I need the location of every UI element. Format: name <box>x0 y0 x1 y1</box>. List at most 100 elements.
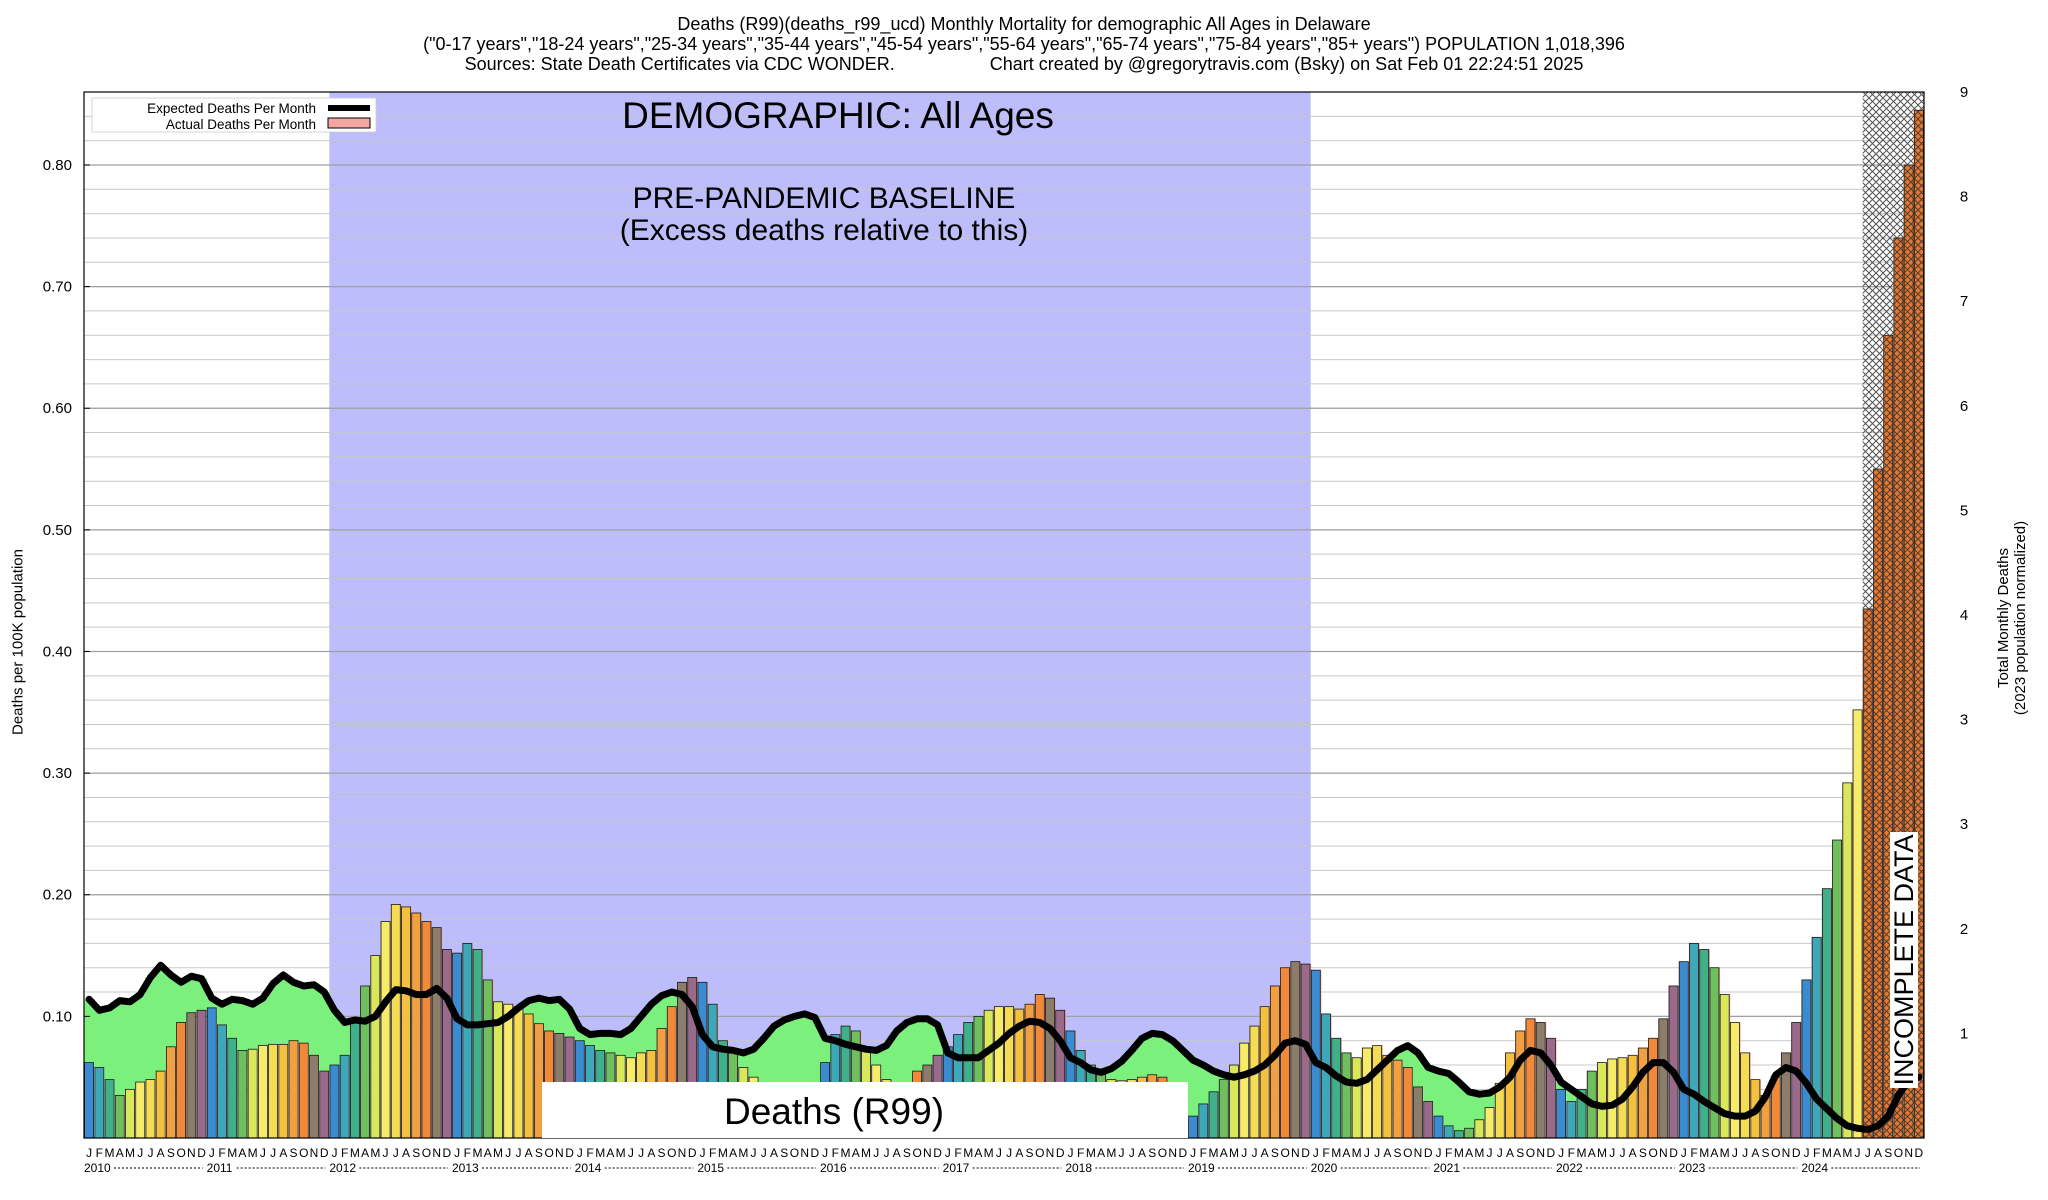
deficit-band <box>329 1010 341 1066</box>
bar-2010-04 <box>114 1095 125 1139</box>
baseline-label-line2: (Excess deaths relative to this) <box>620 214 1029 247</box>
x-tick-month-label: J <box>577 1146 583 1160</box>
x-tick-month-label: J <box>331 1146 337 1160</box>
x-tick-month-label: D <box>565 1146 574 1160</box>
deficit-band <box>881 1045 893 1080</box>
x-tick-month-label: M <box>473 1146 483 1160</box>
bar-2024-06 <box>1852 709 1863 1139</box>
x-tick-year-label: 2019 <box>1188 1161 1215 1175</box>
x-tick-month-label: J <box>260 1146 266 1160</box>
x-tick-month-label: J <box>873 1146 879 1160</box>
bar-2024-02 <box>1811 936 1822 1139</box>
x-tick-month-label: J <box>699 1146 705 1160</box>
deficit-band <box>820 1038 831 1063</box>
x-tick-month-label: D <box>688 1146 697 1160</box>
bar-2019-03 <box>1208 1091 1219 1139</box>
deficit-band <box>319 992 330 1072</box>
deficit-band <box>636 1016 647 1053</box>
deficit-band <box>1412 1052 1424 1087</box>
deficit-band <box>186 976 197 1013</box>
deficit-band <box>656 995 668 1029</box>
deficit-band <box>554 999 565 1034</box>
x-tick-month-label: N <box>1904 1146 1913 1160</box>
x-tick-month-label: A <box>1342 1146 1350 1160</box>
bar-2011-09 <box>288 1040 299 1139</box>
deficit-band <box>1402 1045 1414 1068</box>
deficit-band <box>135 994 146 1083</box>
bar-2024-01 <box>1801 979 1812 1139</box>
x-tick-month-label: A <box>1015 1146 1023 1160</box>
bar-2010-10 <box>176 1022 187 1139</box>
bar-2011-02 <box>217 1024 227 1139</box>
legend-swatch-actual <box>327 117 371 129</box>
bar-2022-11 <box>1658 1018 1669 1139</box>
bar-2010-01 <box>84 1062 95 1139</box>
bar-2010-05 <box>125 1088 135 1139</box>
x-tick-month-label: A <box>647 1146 655 1160</box>
deficit-band <box>533 998 545 1024</box>
y-tick-label-right: 2 <box>1960 921 1968 938</box>
bar-2020-12 <box>1423 1101 1434 1139</box>
x-tick-month-label: F <box>1200 1146 1207 1160</box>
x-tick-month-label: M <box>1577 1146 1587 1160</box>
deficit-band <box>1208 1071 1220 1092</box>
x-tick-year-label: 2011 <box>207 1161 233 1175</box>
x-tick-month-label: M <box>841 1146 851 1160</box>
x-tick-month-label: O <box>1526 1146 1535 1160</box>
bar-2020-10 <box>1402 1067 1413 1139</box>
x-tick-month-label: O <box>1894 1146 1903 1160</box>
deficit-band <box>227 999 238 1039</box>
x-tick-month-label: S <box>1148 1146 1156 1160</box>
bar-2010-11 <box>186 1012 197 1139</box>
x-tick-month-label: F <box>464 1146 471 1160</box>
bar-2019-08 <box>1259 1006 1270 1139</box>
bar-2011-08 <box>278 1043 289 1139</box>
bar-2010-02 <box>94 1067 105 1139</box>
bar-2011-11 <box>309 1054 319 1139</box>
bar-2011-05 <box>247 1048 258 1139</box>
y-tick-label-right: 3 <box>1960 816 1968 833</box>
x-tick-month-label: M <box>595 1146 605 1160</box>
x-tick-month-label: N <box>432 1146 441 1160</box>
bar-2013-03 <box>472 949 483 1139</box>
deficit-band <box>891 1030 903 1090</box>
deficit-band <box>738 1052 749 1068</box>
x-tick-month-label: D <box>197 1146 206 1160</box>
x-tick-month-label: J <box>638 1146 644 1160</box>
x-tick-month-label: N <box>1659 1146 1668 1160</box>
x-tick-month-label: A <box>402 1146 410 1160</box>
deficit-band <box>748 1049 760 1078</box>
x-tick-month-label: A <box>525 1146 533 1160</box>
baseline-label-line1: PRE-PANDEMIC BASELINE <box>633 182 1016 215</box>
expected-deaths-line <box>85 961 1923 1133</box>
x-tick-month-label: J <box>137 1146 143 1160</box>
incomplete-data-label: INCOMPLETE DATA <box>1889 834 1919 1085</box>
deficit-band <box>1423 1067 1434 1102</box>
x-tick-year-label: 2023 <box>1679 1161 1706 1175</box>
x-tick-month-label: N <box>1414 1146 1423 1160</box>
deficit-band <box>145 977 157 1080</box>
x-tick-month-label: M <box>227 1146 237 1160</box>
bar-2021-04 <box>1464 1127 1475 1139</box>
deficit-band <box>1392 1050 1404 1061</box>
deficit-band <box>871 1050 882 1066</box>
deficit-band <box>932 1024 944 1056</box>
bar-2020-02 <box>1321 1013 1331 1139</box>
x-tick-month-label: M <box>1699 1146 1709 1160</box>
x-tick-month-label: O <box>544 1146 553 1160</box>
deficit-band <box>922 1018 933 1066</box>
deficit-band <box>176 982 187 1023</box>
x-tick-month-label: A <box>279 1146 287 1160</box>
x-tick-month-label: M <box>718 1146 728 1160</box>
bar-2021-11 <box>1535 1022 1546 1139</box>
bar-2012-07 <box>390 904 401 1139</box>
x-tick-month-label: J <box>1865 1146 1871 1160</box>
x-tick-year-label: 2010 <box>84 1161 111 1175</box>
bar-2010-12 <box>196 1009 207 1139</box>
x-tick-month-label: S <box>535 1146 543 1160</box>
deficit-band <box>768 1026 780 1087</box>
bar-2011-01 <box>206 1007 217 1139</box>
bar-2012-10 <box>421 921 432 1139</box>
x-tick-month-label: M <box>1454 1146 1464 1160</box>
bar-2021-10 <box>1525 1018 1536 1139</box>
